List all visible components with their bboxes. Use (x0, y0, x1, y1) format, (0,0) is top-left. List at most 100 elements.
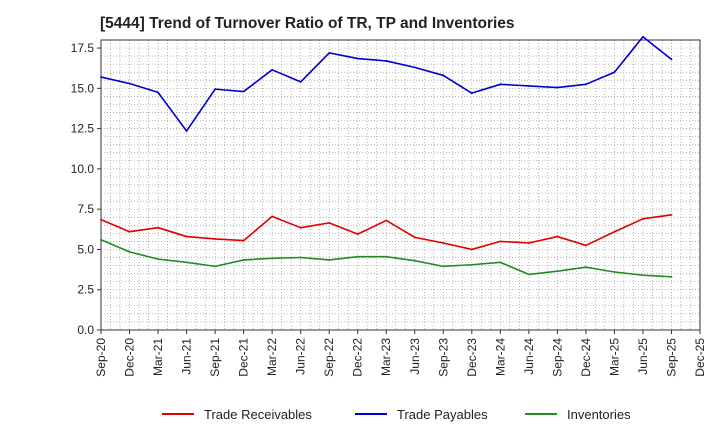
x-tick-label: Jun-23 (408, 338, 422, 375)
trade-payables-point (442, 74, 445, 77)
trade-payables-point (670, 58, 673, 61)
trade-receivables-point (100, 218, 102, 221)
trade-payables-point (299, 80, 302, 83)
inventories-point (185, 261, 188, 264)
x-tick-label: Sep-25 (664, 338, 678, 377)
trade-payables-point (585, 83, 587, 86)
trade-payables-point (470, 92, 473, 95)
trade-payables-point (642, 35, 644, 38)
x-tick-label: Dec-22 (351, 338, 365, 377)
inventories-point (242, 259, 245, 261)
trade-receivables-point (271, 215, 274, 218)
trade-payables-point (556, 86, 559, 89)
inventories-point (527, 273, 530, 276)
trade-payables-point (271, 68, 274, 71)
x-tick-label: Mar-24 (493, 338, 507, 376)
trade-receivables-point (242, 239, 245, 242)
inventories-point (214, 265, 216, 268)
trade-receivables-point (470, 248, 473, 251)
inventories-point (585, 266, 587, 269)
inventories-point (442, 265, 445, 268)
trade-payables-point (185, 130, 188, 132)
inventories-point (128, 250, 131, 253)
x-tick-label: Dec-21 (237, 338, 251, 377)
inventories-point (642, 274, 644, 277)
trade-receivables-point (185, 235, 188, 238)
legend-label-trade-receivables: Trade Receivables (204, 407, 312, 422)
trade-receivables-point (642, 217, 644, 220)
x-tick-label: Sep-20 (94, 338, 108, 377)
plot-frame (100, 39, 701, 331)
trade-payables-point (613, 71, 616, 74)
trade-receivables-point (385, 219, 388, 222)
data-series (100, 35, 673, 278)
x-tick-label: Jun-21 (180, 338, 194, 375)
inventories-point (328, 259, 331, 261)
chart-title: [5444] Trend of Turnover Ratio of TR, TP… (100, 15, 515, 32)
trade-receivables-point (157, 226, 159, 229)
trade-receivables-point (214, 238, 216, 240)
grid-lines (100, 39, 701, 331)
trade-payables-point (413, 66, 416, 69)
legend-label-trade-payables: Trade Payables (397, 407, 488, 422)
trade-receivables-point (613, 230, 616, 233)
inventories-point (100, 238, 102, 241)
inventories-point (470, 263, 473, 266)
trade-payables-point (527, 85, 530, 87)
x-tick-label: Sep-22 (322, 338, 336, 377)
trade-payables-point (100, 76, 102, 78)
trade-payables-point (214, 88, 216, 91)
x-tick-label: Jun-24 (522, 338, 536, 375)
x-tick-label: Mar-23 (379, 338, 393, 376)
y-tick-label: 15.0 (71, 81, 95, 95)
trade-receivables-point (670, 213, 673, 216)
inventories-point (385, 255, 388, 258)
inventories-point (499, 261, 502, 264)
trade-payables-point (499, 83, 502, 86)
trade-payables-point (356, 57, 359, 60)
x-tick-label: Sep-21 (208, 338, 222, 377)
trade-receivables-point (527, 242, 530, 244)
trade-receivables-point (413, 236, 416, 239)
inventories-point (299, 256, 302, 259)
x-tick-label: Dec-20 (123, 338, 137, 377)
x-tick-label: Mar-22 (265, 338, 279, 376)
legend: Trade Receivables Trade Payables Inventori… (162, 407, 631, 422)
x-tick-label: Mar-25 (607, 338, 621, 376)
trade-receivables-point (328, 221, 331, 224)
inventories-point (356, 255, 359, 258)
trade-payables-point (128, 82, 131, 85)
x-tick-label: Jun-25 (636, 338, 650, 375)
inventories-point (271, 257, 274, 260)
y-tick-label: 5.0 (77, 242, 94, 256)
y-tick-label: 17.5 (71, 41, 95, 55)
trade-payables-point (385, 60, 388, 62)
trade-payables-point (328, 51, 331, 54)
y-tick-label: 2.5 (77, 283, 94, 297)
trade-receivables-point (128, 230, 131, 233)
x-tick-label: Dec-24 (579, 338, 593, 377)
inventories-point (613, 271, 616, 273)
x-tick-label: Dec-23 (465, 338, 479, 377)
y-tick-label: 12.5 (71, 122, 95, 136)
trade-payables-point (242, 90, 245, 93)
trade-receivables-point (556, 235, 559, 238)
x-tick-label: Dec-25 (693, 338, 707, 377)
legend-label-inventories: Inventories (567, 407, 631, 422)
trade-receivables-point (499, 240, 502, 243)
trade-payables-point (157, 91, 159, 94)
x-tick-label: Sep-23 (436, 338, 450, 377)
y-tick-label: 10.0 (71, 162, 95, 176)
x-tick-label: Mar-21 (151, 338, 165, 376)
trade-receivables-point (356, 233, 359, 236)
trade-receivables-point (442, 242, 445, 244)
inventories-point (157, 258, 159, 261)
y-tick-label: 0.0 (77, 323, 94, 337)
inventories-point (556, 270, 559, 273)
trade-receivables-point (299, 226, 302, 229)
axes: 0.0 2.5 5.0 7.5 10.0 12.5 15.0 17.5 Sep-20 Dec-20… (71, 39, 707, 377)
y-tick-label: 7.5 (77, 202, 94, 216)
inventories-point (413, 259, 416, 262)
x-tick-label: Sep-24 (550, 338, 564, 377)
